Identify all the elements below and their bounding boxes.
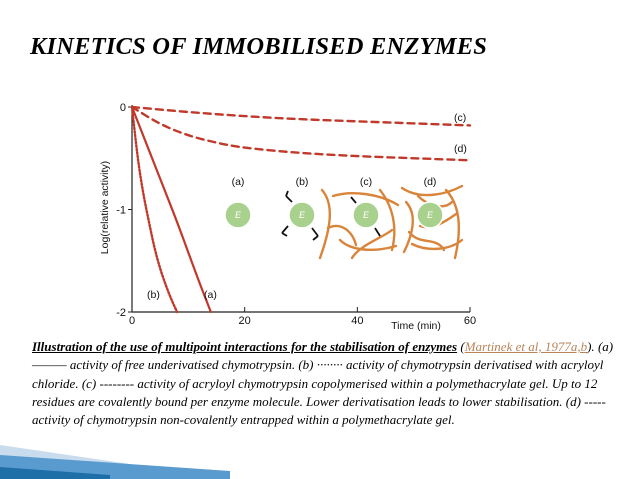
polymer-strand — [402, 200, 414, 254]
enzyme-circle — [352, 201, 380, 229]
series-line-d — [130, 105, 472, 162]
curve-label-d: (d) — [454, 143, 467, 155]
polymer-strand — [318, 188, 332, 260]
polymer-strand — [350, 228, 394, 260]
x-tick-label: 40 — [351, 315, 363, 327]
caption-title: Illustration of the use of multipoint in… — [32, 339, 458, 354]
polymer-strand — [407, 230, 446, 252]
inset-label-d: (d) — [424, 176, 437, 188]
y-tick-label: 0 — [120, 102, 126, 114]
polymer-strand — [331, 192, 400, 207]
enzyme-symbol: E — [235, 210, 242, 220]
slide-title: KINETICS OF IMMOBILISED ENZYMES — [30, 33, 488, 60]
polymer-strand — [378, 188, 396, 252]
enzyme-circle — [224, 201, 252, 229]
inset-label-c: (c) — [360, 176, 372, 188]
x-tick-label: 20 — [239, 315, 251, 327]
chart-series — [130, 105, 472, 314]
curve-label-c: (c) — [454, 112, 466, 124]
y-tick-label: -1 — [116, 205, 126, 217]
inset-label-a: (a) — [232, 176, 245, 188]
acryloyl-stub — [281, 232, 288, 237]
polymer-strand — [338, 238, 398, 252]
inset-label-b: (b) — [296, 176, 309, 188]
enzyme-symbol: E — [299, 210, 306, 220]
y-tick-label: -2 — [116, 307, 126, 319]
chart-curve-labels: (a) (b) (c) (d) — [147, 112, 467, 301]
acryloyl-stub — [285, 195, 293, 203]
polymer-strand — [326, 224, 358, 247]
acryloyl-stub — [311, 227, 319, 237]
polymer-strand — [400, 184, 464, 197]
decorative-corner-bars — [0, 445, 230, 479]
series-line-c — [130, 105, 472, 127]
enzyme-symbol: E — [363, 210, 370, 220]
series-line-b — [130, 105, 179, 314]
curve-label-b: (b) — [147, 289, 160, 301]
curve-label-a: (a) — [204, 289, 217, 301]
x-tick-label: 0 — [129, 315, 135, 327]
series-line-a — [130, 105, 212, 314]
enzyme-inset-diagram: (a) (b) (c) (d) E E E E — [224, 176, 464, 260]
x-axis-title: Time (min) — [391, 320, 441, 332]
deco-bar-dark — [0, 467, 110, 479]
enzyme-symbol: E — [427, 210, 434, 220]
acryloyl-stub — [281, 225, 289, 234]
x-tick-label: 60 — [464, 315, 476, 327]
figure-caption: Illustration of the use of multipoint in… — [32, 338, 628, 429]
caption-body: (a) ——— activity of free underivatised c… — [32, 339, 614, 428]
acryloyl-stub — [285, 190, 289, 197]
caption-ref-open: ( — [457, 339, 465, 354]
acryloyl-stub — [374, 227, 381, 237]
y-axis-title: Log(relative activity) — [99, 161, 111, 254]
acryloyl-stub — [350, 196, 357, 204]
caption-reference-link[interactable]: Martinek et al, 1977a,b — [464, 339, 588, 354]
enzyme-circle — [288, 201, 316, 229]
enzyme-circle — [416, 201, 444, 229]
caption-ref-close: ). — [587, 339, 595, 354]
acryloyl-stub — [312, 235, 319, 241]
polymer-strand — [444, 188, 461, 260]
